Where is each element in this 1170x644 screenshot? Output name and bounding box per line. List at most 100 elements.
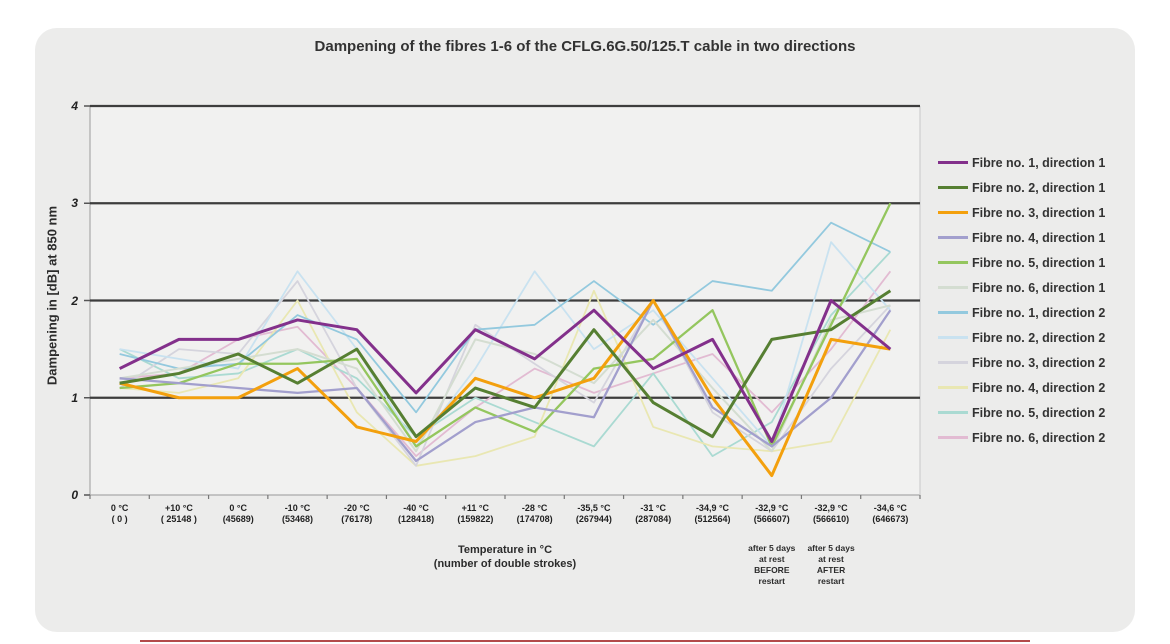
series-line-7: [119, 221, 891, 414]
x-tick-temp: -31 °C: [640, 503, 666, 513]
series-line-10: [119, 289, 892, 467]
y-tick-label-2: 2: [71, 293, 78, 308]
legend-line-swatch: [938, 436, 968, 439]
x-axis-title-line2: (number of double strokes): [433, 558, 577, 570]
legend-item-1: Fibre no. 1, direction 1: [938, 150, 1105, 175]
chart-legend: Fibre no. 1, direction 1 Fibre no. 2, dir…: [938, 150, 1105, 450]
x-tick-label-7: +11 °C (159822): [444, 503, 506, 525]
annotation-line: after 5 days: [748, 543, 796, 553]
x-tick-label-14: -34,6 °C (646673): [859, 503, 921, 525]
x-tick-temp: +10 °C: [164, 503, 193, 513]
x-tick-strokes: ( 25148 ): [160, 514, 197, 524]
legend-line-swatch: [938, 186, 968, 189]
legend-line-swatch: [938, 211, 968, 214]
legend-label: Fibre no. 2, direction 1: [972, 180, 1106, 195]
annotation-line: after 5 days: [807, 543, 855, 553]
x-tick-label-1: 0 °C( 0 ): [89, 503, 151, 525]
x-tick-temp: 0 °C: [229, 503, 247, 513]
series-line-2: [119, 289, 892, 439]
x-tick-label-5: -20 °C (76178): [326, 503, 388, 525]
x-tick-temp: -10 °C: [284, 503, 311, 513]
x-tick-strokes: (267944): [575, 514, 612, 524]
series-line-4: [119, 299, 892, 463]
annotation-line: BEFORE: [754, 565, 790, 575]
x-tick-temp: -32,9 °C: [755, 503, 789, 513]
legend-item-5: Fibre no. 5, direction 1: [938, 250, 1105, 275]
x-tick-temp: 0 °C: [110, 503, 129, 513]
x-tick-label-8: -28 °C (174708): [504, 503, 566, 525]
legend-item-7: Fibre no. 1, direction 2: [938, 300, 1105, 325]
x-tick-label-2: +10 °C( 25148 ): [148, 503, 210, 525]
y-tick-label-3: 3: [71, 196, 78, 211]
annotation-line: at rest: [759, 554, 785, 564]
legend-label: Fibre no. 4, direction 1: [972, 230, 1106, 245]
x-tick-label-11: -34,9 °C (512564): [682, 503, 744, 525]
x-tick-strokes: (45689): [222, 514, 254, 524]
legend-label: Fibre no. 1, direction 1: [972, 155, 1106, 170]
annotation-line: AFTER: [816, 565, 846, 575]
x-tick-strokes: (512564): [694, 514, 731, 524]
bottom-rule: [140, 640, 1030, 642]
x-tick-label-3: 0 °C (45689): [207, 503, 269, 525]
x-tick-temp: -35,5 °C: [577, 503, 611, 513]
x-axis-title: Temperature in °C (number of double stro…: [340, 543, 670, 571]
legend-item-9: Fibre no. 3, direction 2: [938, 350, 1105, 375]
legend-label: Fibre no. 6, direction 2: [972, 430, 1106, 445]
x-tick-strokes: (287084): [635, 514, 672, 524]
series-line-1: [118, 299, 892, 444]
x-tick-strokes: (128418): [398, 514, 435, 524]
series-line-11: [119, 251, 892, 458]
legend-line-swatch: [938, 311, 968, 314]
x-tick-strokes: (174708): [516, 514, 553, 524]
legend-label: Fibre no. 6, direction 1: [972, 280, 1106, 295]
x-tick-strokes: ( 0 ): [111, 514, 128, 524]
legend-label: Fibre no. 1, direction 2: [972, 305, 1106, 320]
legend-label: Fibre no. 3, direction 2: [972, 355, 1106, 370]
plot-area: [84, 104, 921, 499]
legend-item-12: Fibre no. 6, direction 2: [938, 425, 1105, 450]
annotation-line: restart: [758, 576, 786, 586]
annotation-line: at rest: [818, 554, 844, 564]
x-tick-temp: -28 °C: [521, 503, 548, 513]
x-tick-temp: +11 °C: [461, 503, 490, 513]
restart-annotation-1: after 5 days at rest BEFORE restart: [735, 543, 809, 587]
series-line-3: [119, 299, 891, 478]
legend-label: Fibre no. 2, direction 2: [972, 330, 1106, 345]
x-tick-label-4: -10 °C (53468): [267, 503, 329, 525]
legend-item-4: Fibre no. 4, direction 1: [938, 225, 1105, 250]
legend-line-swatch: [938, 361, 968, 364]
x-axis-title-line1: Temperature in °C: [457, 544, 553, 556]
x-tick-strokes: (646673): [872, 514, 909, 524]
legend-item-8: Fibre no. 2, direction 2: [938, 325, 1105, 350]
legend-label: Fibre no. 3, direction 1: [972, 205, 1106, 220]
legend-line-swatch: [938, 411, 968, 414]
x-tick-strokes: (76178): [341, 514, 373, 524]
x-tick-temp: -20 °C: [343, 503, 370, 513]
x-tick-label-9: -35,5 °C (267944): [563, 503, 625, 525]
x-tick-label-13: -32,9 °C (566610): [800, 503, 862, 525]
x-tick-temp: -34,9 °C: [695, 503, 730, 513]
legend-line-swatch: [938, 386, 968, 389]
legend-label: Fibre no. 5, direction 2: [972, 405, 1106, 420]
series-line-8: [119, 241, 892, 448]
x-tick-strokes: (566607): [753, 514, 790, 524]
legend-item-2: Fibre no. 2, direction 1: [938, 175, 1105, 200]
legend-item-3: Fibre no. 3, direction 1: [938, 200, 1105, 225]
legend-line-swatch: [938, 336, 968, 339]
x-tick-strokes: (53468): [281, 514, 314, 524]
legend-item-10: Fibre no. 4, direction 2: [938, 375, 1105, 400]
x-tick-strokes: (159822): [457, 514, 494, 524]
legend-line-swatch: [938, 236, 968, 239]
legend-label: Fibre no. 5, direction 1: [972, 255, 1106, 270]
legend-line-swatch: [938, 161, 968, 164]
restart-annotation-2: after 5 days at rest AFTER restart: [794, 543, 868, 587]
y-tick-label-1: 1: [71, 390, 78, 405]
legend-item-6: Fibre no. 6, direction 1: [938, 275, 1105, 300]
x-tick-label-6: -40 °C (128418): [385, 503, 447, 525]
y-tick-label-0: 0: [71, 488, 78, 502]
x-tick-label-12: -32,9 °C (566607): [741, 503, 803, 525]
legend-line-swatch: [938, 286, 968, 289]
annotation-line: restart: [817, 576, 845, 586]
legend-line-swatch: [938, 261, 968, 264]
